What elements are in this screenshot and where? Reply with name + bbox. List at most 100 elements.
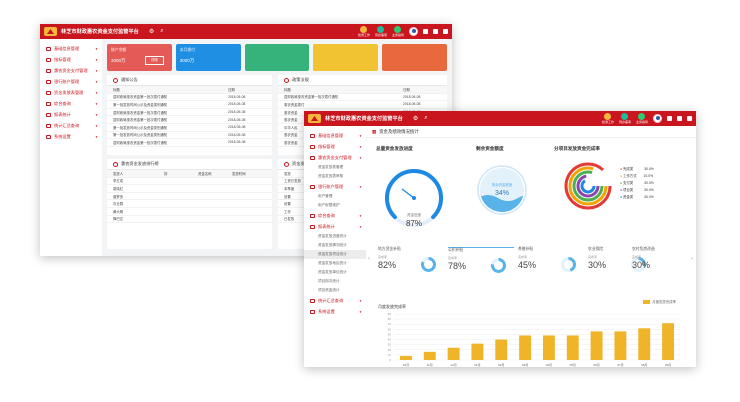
- bar: [447, 347, 460, 360]
- power-icon[interactable]: [687, 116, 692, 121]
- sidebar-subitem[interactable]: 资金发放表审核: [318, 174, 344, 178]
- next-arrow[interactable]: ›: [691, 256, 693, 262]
- sidebar-item[interactable]: 系统设置 ▼: [40, 131, 102, 142]
- sidebar-subitem[interactable]: 资金发放表管理: [318, 165, 344, 169]
- list-item[interactable]: 县财政局惠农资金第一批次拨付通知 2018-05-08: [107, 116, 272, 124]
- avatar[interactable]: [653, 114, 662, 123]
- sidebar-subitem[interactable]: 资金发放单位统计: [318, 270, 347, 274]
- list-item[interactable]: 第一批发放时间公示及资金类别通知 2018-05-08: [107, 132, 272, 140]
- list-item[interactable]: 县财政局惠农资金第一批次拨付通知 2018-05-08: [107, 139, 272, 147]
- stat-card: [244, 44, 310, 71]
- list-item[interactable]: 县财政局惠农资金第一批次拨付通知 2018-05-08: [107, 109, 272, 117]
- sidebar-item[interactable]: 统计汇总查询 ▼: [40, 120, 102, 131]
- notice-panel: 通知公告 标题 日期 县财政局惠农资金第一批次拨付通知 2018-05-08 第一批…: [107, 75, 272, 155]
- sidebar-item[interactable]: 指标管理 ▼: [40, 54, 102, 65]
- sidebar-item[interactable]: 报表统计 ▼: [304, 221, 366, 232]
- bar: [638, 328, 651, 360]
- y-tick-label: 50: [388, 332, 392, 336]
- sidebar-subitem[interactable]: 资金发放进度统计: [318, 234, 347, 238]
- y-tick-label: 30: [388, 343, 392, 347]
- table-row[interactable]: 普罗多: [107, 193, 272, 201]
- sidebar-item[interactable]: 综合查询 ▼: [304, 210, 366, 221]
- table-row[interactable]: 黄大明: [107, 208, 272, 216]
- topbar-item-guide[interactable]: 业务指导: [636, 113, 648, 124]
- x-tick-label: 07月: [617, 363, 623, 367]
- gear-icon[interactable]: ⚙: [412, 116, 419, 122]
- kpi-card: 农业保险 完成率 30%: [588, 247, 654, 285]
- table-row[interactable]: 李五成: [107, 178, 272, 186]
- topbar-item-todo[interactable]: 待办事项: [619, 113, 631, 124]
- svg-text:34%: 34%: [495, 190, 509, 197]
- message-icon[interactable]: [667, 116, 672, 121]
- sidebar-subitem[interactable]: 用户权限维护: [318, 203, 340, 207]
- bar: [399, 355, 412, 360]
- gear-icon[interactable]: ⚙: [148, 29, 155, 35]
- sidebar-item[interactable]: 银行账户管理 ▼: [40, 76, 102, 87]
- sidebar-item[interactable]: 统计汇总查询 ▼: [304, 295, 366, 306]
- sidebar-item[interactable]: 基础信息管理 ▼: [40, 43, 102, 54]
- y-tick-label: 20: [388, 348, 392, 352]
- progress-gauge: 资金进度 87%: [385, 169, 443, 228]
- sidebar-item[interactable]: 资金发放表管理 ▼: [40, 87, 102, 98]
- kpi-card: 农村危房改造 完成率 30%: [632, 247, 655, 270]
- stats-content: ▥ 资金及绩效情况统计 总量资金发放进度 资金进度 87% 剩余资金额度 剩余资金…: [366, 126, 696, 367]
- sidebar-subitem-active[interactable]: 资金发放项目统计: [304, 250, 366, 259]
- avatar[interactable]: [409, 27, 418, 36]
- search-icon[interactable]: ⌕: [424, 115, 428, 121]
- monthly-card: 本月拨付 3000万: [175, 44, 241, 71]
- table-row[interactable]: 次旦群: [107, 200, 272, 208]
- message-icon[interactable]: [423, 29, 428, 34]
- x-tick-label: 11月: [427, 363, 433, 367]
- list-item[interactable]: 惠农资金拨付 2018-05-08: [278, 101, 447, 109]
- sidebar-subitem[interactable]: 项目资金统计: [318, 288, 340, 292]
- search-icon[interactable]: ⌕: [160, 28, 164, 34]
- sidebar-item[interactable]: 综合查询 ▼: [40, 98, 102, 109]
- wave-title: 剩余资金额度: [476, 146, 504, 151]
- bar: [542, 335, 555, 360]
- sidebar-item[interactable]: 指标管理 ▼: [304, 141, 366, 152]
- sidebar-subitem[interactable]: 用户管理: [318, 194, 333, 198]
- sidebar-item[interactable]: 基础信息管理 ▼: [304, 130, 366, 141]
- topbar-item-todo[interactable]: 待办事项: [375, 26, 387, 37]
- sidebar-item[interactable]: 系统设置 ▼: [304, 306, 366, 317]
- table-row[interactable]: 降巴达: [107, 216, 272, 224]
- x-tick-label: 08月: [641, 363, 647, 367]
- power-icon[interactable]: [443, 29, 448, 34]
- list-item[interactable]: 县财政局惠农资金第一批次拨付通知 2018-05-08: [278, 94, 447, 102]
- x-tick-label: 01月: [474, 363, 480, 367]
- y-tick-label: 0: [389, 358, 391, 362]
- sidebar-item[interactable]: 惠农资金支付管理 ▼: [40, 65, 102, 76]
- sidebar-item[interactable]: 报表统计 ▼: [40, 109, 102, 120]
- app-title: 林芝市财政惠农资金支付监管平台: [325, 116, 403, 122]
- stat-card: [382, 44, 447, 71]
- ranking-title: 惠农资金发放排行榜: [107, 159, 272, 170]
- bar: [471, 343, 484, 360]
- x-tick-label: 09月: [665, 363, 671, 367]
- settings-icon[interactable]: [677, 116, 682, 121]
- sidebar-subitem[interactable]: 资金发放地区统计: [318, 261, 347, 265]
- topbar-item-check[interactable]: 检测工作: [358, 26, 370, 37]
- top-bar: 林芝市财政惠农资金支付监管平台 ⚙ ⌕ 检测工作 待办事项 业务指导: [304, 111, 696, 126]
- sidebar-item[interactable]: 惠农资金支付管理 ▼: [304, 152, 366, 163]
- prev-arrow[interactable]: ‹: [368, 256, 370, 262]
- topbar-item-guide[interactable]: 业务指导: [392, 26, 404, 37]
- sidebar-item[interactable]: 银行账户管理 ▼: [304, 181, 366, 192]
- sidebar-subitem[interactable]: 项目档次统计: [318, 279, 340, 283]
- bar: [495, 339, 508, 360]
- statistics-window: 林芝市财政惠农资金支付监管平台 ⚙ ⌕ 检测工作 待办事项 业务指导 基础信息管…: [304, 111, 696, 367]
- sidebar-subitem[interactable]: 资金发放情况统计: [318, 243, 347, 247]
- list-item[interactable]: 县财政局惠农资金第一批次拨付通知 2018-05-08: [107, 94, 272, 102]
- bar: [590, 331, 603, 360]
- list-item[interactable]: 第一批发放时间公示及资金类别通知 2018-05-08: [107, 124, 272, 132]
- y-tick-label: 10: [388, 353, 392, 357]
- detail-button[interactable]: 详情: [144, 56, 164, 65]
- settings-icon[interactable]: [433, 29, 438, 34]
- notice-title: 通知公告: [107, 75, 272, 86]
- kpi-card: 地方资金补贴 完成率 82%: [378, 247, 444, 285]
- topbar-item-check[interactable]: 检测工作: [602, 113, 614, 124]
- list-item[interactable]: 第一批发放时间公示及资金类别通知 2018-05-08: [107, 101, 272, 109]
- table-row[interactable]: 葛晓红: [107, 185, 272, 193]
- y-tick-label: 60: [388, 327, 392, 331]
- bar: [519, 335, 532, 360]
